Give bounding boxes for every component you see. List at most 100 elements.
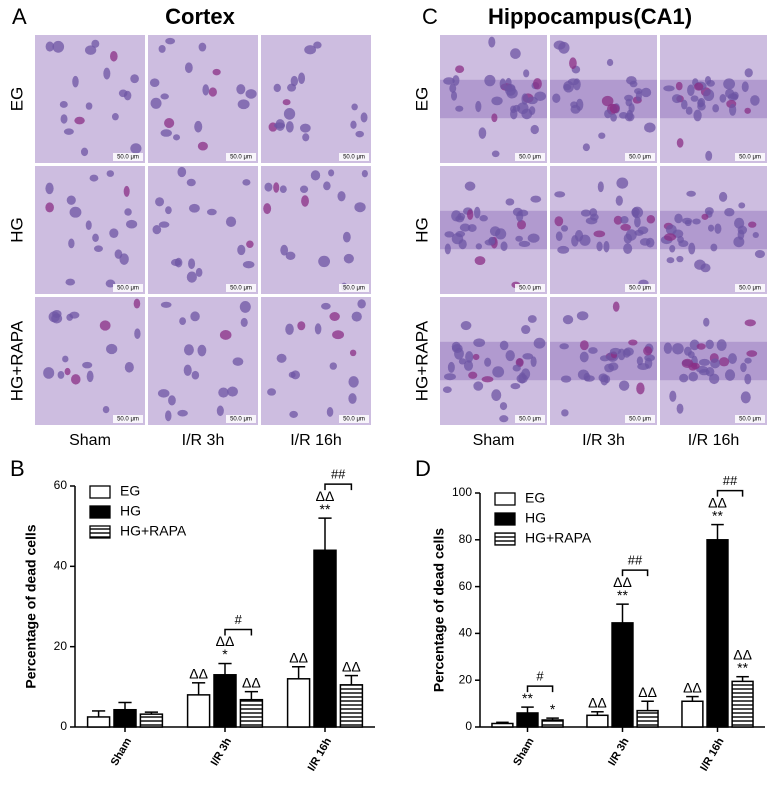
cell [685, 106, 693, 115]
cell [518, 240, 531, 248]
cell [188, 258, 196, 270]
cell [530, 124, 539, 135]
cell [85, 102, 93, 110]
cell [710, 243, 718, 252]
cell [703, 89, 715, 102]
bar [339, 684, 364, 728]
cell [474, 206, 481, 219]
micrograph: 50.0 μm [660, 35, 767, 163]
row-label: HG+RAPA [412, 320, 431, 401]
cell [664, 233, 677, 241]
micrograph-background [148, 166, 258, 294]
cell [703, 317, 710, 327]
cell [177, 166, 187, 178]
panel-letter: A [12, 4, 27, 29]
cell [301, 195, 309, 207]
significance-label: ΔΔ [683, 679, 702, 695]
cell [499, 402, 508, 411]
cell [510, 382, 521, 390]
bar [239, 698, 264, 728]
significance-label: ΔΔ [638, 684, 657, 700]
cell [124, 361, 134, 373]
micrograph: 50.0 μm [261, 166, 371, 294]
cell [443, 77, 455, 85]
cell [687, 84, 695, 96]
cell [160, 301, 172, 308]
scale-box [515, 153, 545, 161]
bracket-label: ## [723, 473, 738, 488]
cell [666, 257, 675, 264]
cell [596, 241, 603, 252]
cell [351, 311, 362, 322]
scale-label: 50.0 μm [629, 286, 651, 292]
scale-box [735, 153, 765, 161]
micrograph: 50.0 μm [148, 166, 258, 294]
cell [705, 339, 714, 350]
cell [675, 81, 683, 91]
cell [681, 99, 688, 110]
cell [615, 195, 623, 206]
cell [517, 102, 529, 115]
cell [718, 191, 728, 202]
legend-label: HG [525, 510, 546, 526]
cell [706, 80, 715, 87]
significance-label: ΔΔ [216, 633, 235, 649]
cell [499, 415, 509, 423]
cell [603, 240, 610, 253]
x-tick-label: I/R 3h [606, 736, 632, 768]
cell [484, 74, 496, 87]
cell [616, 177, 629, 189]
cell [500, 241, 508, 252]
cell [74, 116, 85, 125]
cell [64, 367, 71, 376]
cell [354, 202, 366, 213]
cell [676, 403, 684, 414]
cell [283, 107, 296, 120]
cell [475, 243, 483, 250]
cell [288, 371, 296, 378]
cell [184, 62, 193, 74]
cell [348, 393, 357, 404]
cell [606, 58, 614, 67]
micrograph: 50.0 μm [148, 35, 258, 163]
cell [573, 78, 581, 91]
cell [516, 373, 528, 384]
cell [676, 255, 684, 263]
y-tick-label: 100 [452, 485, 472, 499]
scale-label: 50.0 μm [117, 155, 139, 161]
cell [237, 99, 250, 110]
cell [754, 249, 766, 259]
cell [458, 239, 467, 250]
legend-label: HG+RAPA [120, 523, 187, 539]
legend-label: HG [120, 503, 141, 519]
cell [313, 41, 322, 49]
cell [267, 388, 277, 396]
bracket [526, 685, 554, 693]
cell [598, 373, 609, 383]
cell [557, 245, 570, 254]
cell [216, 405, 224, 417]
legend-swatch [494, 492, 516, 506]
cell [342, 231, 351, 243]
panel-letter: D [415, 456, 431, 481]
cell [479, 215, 488, 222]
cell [671, 94, 682, 104]
cell [688, 371, 699, 382]
legend-label: HG+RAPA [525, 530, 592, 546]
column-label: I/R 3h [182, 432, 225, 449]
cell [709, 373, 720, 385]
cell [475, 100, 482, 113]
x-tick-label: I/R 3h [209, 736, 235, 768]
cell [554, 216, 564, 227]
micrograph-background [261, 35, 371, 163]
cell [534, 91, 547, 101]
cell [105, 279, 116, 288]
cell [521, 93, 529, 105]
cell [597, 181, 604, 193]
cell [276, 353, 287, 363]
cell [134, 328, 141, 340]
cell [725, 88, 735, 99]
cell [737, 229, 745, 240]
cell [698, 358, 711, 366]
